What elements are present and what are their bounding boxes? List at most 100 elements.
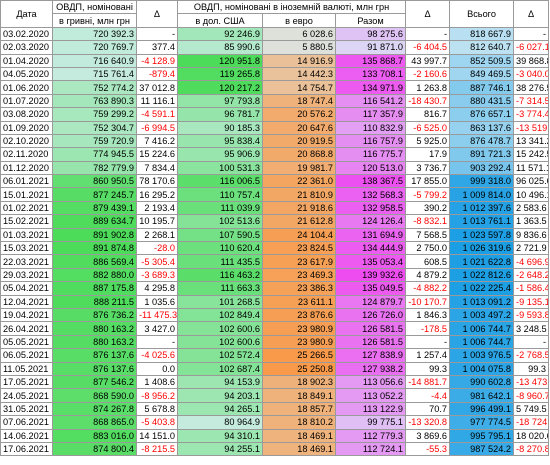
cell-all: 977 774.5 bbox=[449, 415, 515, 430]
table-row: 03.02.2020 720 392.3-92 246.9 6 028.6 98 27… bbox=[0, 26, 550, 42]
cell-delta-all: 3 248.5 bbox=[513, 321, 550, 336]
cell-uah: 880 163.2 bbox=[52, 334, 137, 350]
cell-eur: 21 918.6 bbox=[262, 200, 336, 216]
cell-delta-uah: 377.4 bbox=[136, 40, 178, 55]
cell-usd: 94 153.9 bbox=[177, 374, 263, 390]
cell-date: 24.05.2021 bbox=[0, 388, 53, 403]
cell-delta-all: 9 836.6 bbox=[513, 227, 550, 243]
cell-all: 812 640.7 bbox=[449, 40, 515, 55]
cell-eur: 21 612.8 bbox=[262, 214, 336, 229]
cell-date: 04.05.2020 bbox=[0, 66, 53, 82]
cell-all: 1 009 814.0 bbox=[449, 187, 515, 202]
cell-usd: 97 793.8 bbox=[177, 93, 263, 109]
cell-uah: 879 439.1 bbox=[52, 200, 137, 216]
cell-date: 06.01.2021 bbox=[0, 174, 53, 189]
cell-delta-uah: 1 408.6 bbox=[136, 374, 178, 390]
cell-date: 01.07.2020 bbox=[0, 93, 53, 109]
cell-delta-fx: -178.5 bbox=[405, 321, 451, 336]
cell-total-fx: 120 513.0 bbox=[334, 160, 407, 176]
cell-total-fx: 139 932.6 bbox=[334, 267, 407, 283]
cell-uah: 888 211.5 bbox=[52, 294, 137, 309]
cell-delta-fx: -6 404.5 bbox=[405, 40, 451, 55]
cell-uah: 882 880.0 bbox=[52, 267, 137, 283]
cell-uah: 876 736.2 bbox=[52, 307, 137, 323]
cell-delta-all: 99.3 bbox=[513, 361, 550, 376]
cell-delta-all: 5 749.5 bbox=[513, 401, 550, 417]
table-row: 01.06.2020 752 774.2 37 012.8 120 217.2 14 7… bbox=[0, 80, 550, 95]
cell-date: 02.03.2020 bbox=[0, 40, 53, 55]
cell-delta-all: 2 721.9 bbox=[513, 241, 550, 256]
cell-delta-fx: 5 925.0 bbox=[405, 133, 451, 149]
cell-delta-all: -18 724.5 bbox=[513, 415, 550, 430]
cell-delta-all: 39 868.8 bbox=[513, 53, 550, 68]
cell-delta-fx: 70.7 bbox=[405, 401, 451, 417]
cell-date: 07.06.2021 bbox=[0, 415, 53, 430]
cell-delta-all: - bbox=[513, 334, 550, 350]
cell-uah: 752 774.2 bbox=[52, 80, 137, 95]
cell-delta-uah: -11 475.3 bbox=[136, 307, 178, 323]
cell-usd: 110 757.4 bbox=[177, 187, 263, 202]
cell-eur: 25 266.5 bbox=[262, 348, 336, 363]
cell-date: 15.02.2021 bbox=[0, 214, 53, 229]
cell-delta-fx: -4.4 bbox=[405, 388, 451, 403]
table-row: 29.03.2021 882 880.0 -3 689.3 116 463.2 23 4… bbox=[0, 267, 550, 283]
cell-total-fx: 112 724.1 bbox=[334, 441, 407, 457]
cell-total-fx: 133 708.1 bbox=[334, 66, 407, 82]
cell-total-fx: 127 838.9 bbox=[334, 348, 407, 363]
cell-delta-uah: 4 295.8 bbox=[136, 281, 178, 296]
cell-usd: 116 463.2 bbox=[177, 267, 263, 283]
cell-eur: 18 849.1 bbox=[262, 388, 336, 403]
cell-eur: 14 754.7 bbox=[262, 80, 336, 95]
cell-all: 876 657.1 bbox=[449, 107, 515, 122]
cell-delta-fx: -14 881.7 bbox=[405, 374, 451, 390]
cell-delta-all: 96 025.6 bbox=[513, 174, 550, 189]
cell-uah: 891 874.8 bbox=[52, 241, 137, 256]
cell-delta-uah: -5 305.4 bbox=[136, 254, 178, 269]
cell-all: 818 667.9 bbox=[449, 26, 515, 42]
cell-total-fx: 117 357.9 bbox=[334, 107, 407, 122]
cell-total-fx: 116 775.7 bbox=[334, 147, 407, 162]
cell-total-fx: 113 122.9 bbox=[334, 401, 407, 417]
cell-delta-fx: 390.2 bbox=[405, 200, 451, 216]
cell-date: 15.01.2021 bbox=[0, 187, 53, 202]
cell-delta-uah: -5 403.8 bbox=[136, 415, 178, 430]
table-row: 05.04.2021 887 175.8 4 295.8 111 663.3 23 38… bbox=[0, 281, 550, 296]
cell-date: 01.06.2020 bbox=[0, 80, 53, 95]
table-row: 19.04.2021 876 736.2 -11 475.3 102 849.4 23 … bbox=[0, 307, 550, 323]
cell-uah: 877 245.7 bbox=[52, 187, 137, 202]
cell-date: 26.04.2021 bbox=[0, 321, 53, 336]
cell-total-fx: 91 871.0 bbox=[334, 40, 407, 55]
cell-delta-uah: - bbox=[136, 26, 178, 42]
cell-total-fx: 126 581.5 bbox=[334, 321, 407, 336]
table-row: 01.12.2020 782 779.9 7 834.4 100 531.3 19 98… bbox=[0, 160, 550, 176]
table-row: 01.09.2020 752 304.7 -6 994.5 90 185.3 20 64… bbox=[0, 120, 550, 135]
cell-delta-fx: 17 855.0 bbox=[405, 174, 451, 189]
cell-delta-uah: 11 116.1 bbox=[136, 93, 178, 109]
cell-delta-all: -8 270.8 bbox=[513, 441, 550, 457]
cell-uah: 874 800.4 bbox=[52, 441, 137, 457]
table-row: 01.04.2020 716 640.9 -4 128.9 120 951.8 14 9… bbox=[0, 53, 550, 68]
cell-uah: 763 890.3 bbox=[52, 93, 137, 109]
cell-delta-fx: 17.9 bbox=[405, 147, 451, 162]
cell-total-fx: 124 879.7 bbox=[334, 294, 407, 309]
cell-delta-uah: 37 012.8 bbox=[136, 80, 178, 95]
cell-delta-fx: -8 832.1 bbox=[405, 214, 451, 229]
cell-all: 1 013 761.1 bbox=[449, 214, 515, 229]
table-row: 02.10.2020 759 720.9 7 416.2 95 838.4 20 919… bbox=[0, 133, 550, 149]
cell-delta-uah: -879.4 bbox=[136, 66, 178, 82]
cell-usd: 111 039.9 bbox=[177, 200, 263, 216]
cell-delta-all: -4 696.9 bbox=[513, 254, 550, 269]
cell-all: 1 013 091.2 bbox=[449, 294, 515, 309]
cell-delta-uah: -6 994.5 bbox=[136, 120, 178, 135]
cell-usd: 119 265.8 bbox=[177, 66, 263, 82]
table-row: 15.03.2021 891 874.8 -28.0 110 620.4 23 824.… bbox=[0, 241, 550, 256]
cell-eur: 5 880.5 bbox=[262, 40, 336, 55]
cell-all: 990 602.8 bbox=[449, 374, 515, 390]
table-row: 12.04.2021 888 211.5 1 035.6 101 268.5 23 61… bbox=[0, 294, 550, 309]
cell-usd: 111 435.5 bbox=[177, 254, 263, 269]
cell-all: 903 292.4 bbox=[449, 160, 515, 176]
cell-uah: 759 720.9 bbox=[52, 133, 137, 149]
cell-all: 987 524.2 bbox=[449, 441, 515, 457]
cell-date: 01.09.2020 bbox=[0, 120, 53, 135]
